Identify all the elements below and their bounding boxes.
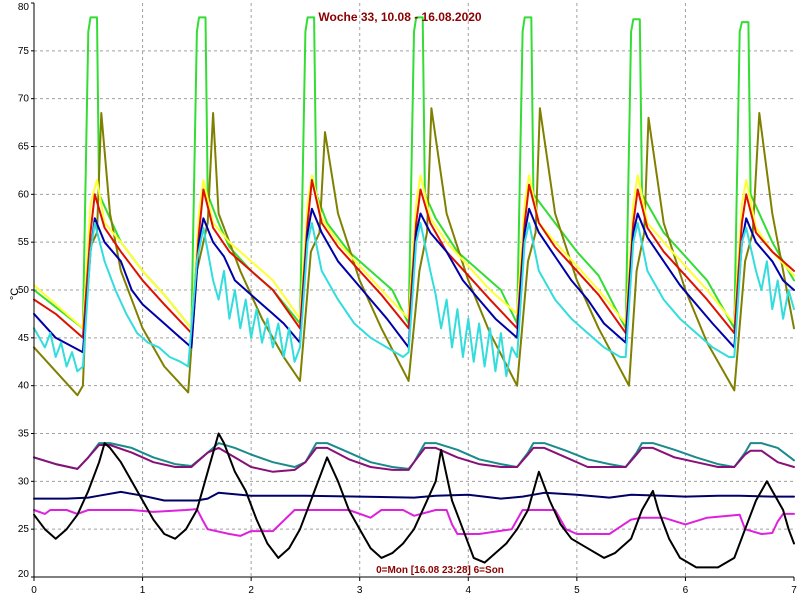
- y-tick-label: 55: [18, 237, 30, 248]
- series-line-6: [33, 222, 795, 378]
- y-tick-label: 75: [18, 46, 30, 57]
- series-line-2: [33, 107, 795, 397]
- x-tick-label: 1: [140, 585, 146, 596]
- y-tick-label: 65: [18, 142, 30, 153]
- x-tick-label: 4: [466, 585, 472, 596]
- y-tick-label: 60: [18, 189, 30, 200]
- x-tick-label: 3: [357, 585, 363, 596]
- y-tick-label: 25: [18, 524, 30, 535]
- y-axis-label: °C: [9, 288, 21, 300]
- y-tick-label: 80: [18, 2, 30, 13]
- x-tick-label: 2: [248, 585, 254, 596]
- chart-footer: 0=Mon [16.08 23:28] 6=Son: [376, 565, 504, 576]
- chart-title: Woche 33, 10.08 - 16.08.2020: [318, 10, 482, 24]
- x-tick-label: 6: [683, 585, 689, 596]
- y-tick-label: 70: [18, 94, 30, 105]
- axes: [31, 2, 795, 581]
- y-tick-label: 50: [18, 285, 30, 296]
- series-line-10: [33, 508, 795, 537]
- x-tick-label: 0: [31, 585, 37, 596]
- series-line-9: [33, 490, 795, 502]
- y-tick-label: 20: [18, 569, 30, 580]
- y-tick-label: 35: [18, 429, 30, 440]
- series-line-4: [33, 179, 795, 339]
- x-tick-label: 7: [791, 585, 797, 596]
- series-line-7: [33, 442, 795, 470]
- y-tick-label: 45: [18, 333, 30, 344]
- y-tick-label: 40: [18, 381, 30, 392]
- y-tick-label: 30: [18, 476, 30, 487]
- series-line-8: [33, 444, 795, 473]
- series-group: [33, 16, 795, 569]
- series-line-11: [33, 432, 795, 569]
- x-tick-label: 5: [574, 585, 580, 596]
- series-line-3: [33, 174, 795, 330]
